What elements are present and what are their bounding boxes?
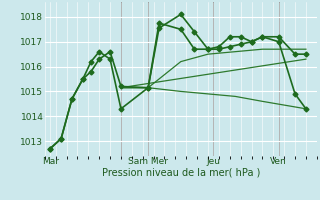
X-axis label: Pression niveau de la mer( hPa ): Pression niveau de la mer( hPa ) <box>102 168 260 178</box>
